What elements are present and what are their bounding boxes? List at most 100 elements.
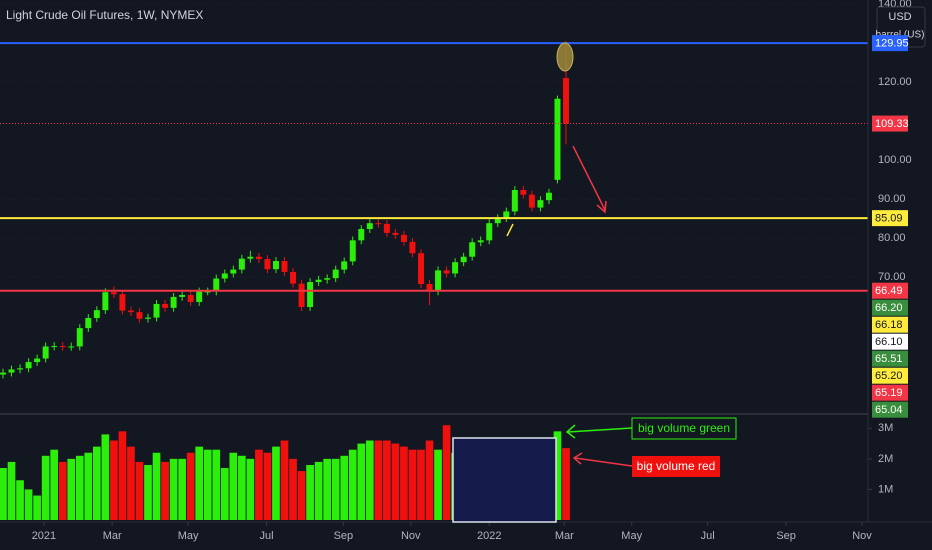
up-stroke — [506, 223, 514, 237]
candle-body — [563, 78, 569, 124]
price-label-bg — [872, 367, 908, 384]
volume-bar — [152, 452, 161, 520]
x-tick-label: Mar — [555, 530, 574, 542]
volume-bar — [186, 452, 195, 520]
volume-bar — [33, 495, 41, 520]
candle-body — [68, 346, 75, 348]
volume-bar — [24, 489, 33, 520]
candle-body — [290, 271, 297, 284]
x-tick-label: Sep — [334, 530, 354, 542]
down-arrow-head — [596, 200, 607, 214]
candle-body — [324, 278, 331, 280]
price-label-bg — [872, 210, 908, 227]
green-arrow-head — [565, 424, 576, 439]
volume-bar — [408, 449, 417, 520]
volume-bar — [374, 440, 383, 520]
y-tick-label: 120.00 — [878, 76, 912, 88]
candle-body — [264, 259, 271, 270]
price-label-bg — [872, 350, 908, 367]
y-tick-label: 80.00 — [878, 232, 906, 244]
volume-bar — [67, 458, 76, 520]
candle-body — [102, 292, 109, 311]
x-tick-label: Jul — [701, 530, 715, 542]
volume-bar — [417, 449, 425, 520]
candle-body — [486, 223, 493, 241]
plot — [0, 40, 868, 520]
candle-body — [554, 98, 561, 180]
red-arrow — [574, 457, 633, 467]
candle-body — [76, 328, 83, 347]
volume-bar — [297, 471, 306, 520]
candle-body — [358, 229, 365, 241]
red-arrow-head — [572, 452, 583, 465]
candle-body — [494, 218, 501, 224]
volume-bar — [391, 443, 400, 520]
volume-bar — [425, 440, 434, 520]
volume-bar — [255, 449, 263, 520]
volume-bar — [0, 468, 7, 520]
volume-bar — [92, 446, 101, 520]
candle-body — [520, 190, 527, 195]
candle-body — [477, 240, 484, 243]
candle-body — [179, 294, 186, 297]
candle-body — [93, 310, 100, 318]
candle-body — [392, 232, 399, 235]
volume-bar — [118, 431, 127, 520]
volume-bar — [434, 449, 442, 520]
candle-body — [204, 291, 211, 293]
candle-body — [145, 317, 151, 319]
price-label: 66.18 — [875, 319, 903, 331]
candle-body — [247, 256, 254, 259]
volume-bar — [400, 446, 408, 520]
annotation: big volume red — [637, 459, 716, 473]
volume-bar — [348, 449, 357, 520]
down-arrow — [572, 145, 606, 211]
candle-body — [0, 372, 6, 375]
candle-body — [230, 269, 237, 274]
y-tick-label: 90.00 — [878, 193, 906, 205]
candle-body — [349, 240, 356, 262]
candle-body — [460, 256, 467, 263]
candle-body — [153, 303, 160, 318]
currency: USD — [888, 11, 911, 23]
candle-body — [400, 234, 407, 242]
volume-bar — [127, 446, 135, 520]
candle-body — [418, 253, 424, 285]
volume-tick-label: 2M — [878, 453, 893, 465]
volume-bar — [135, 461, 144, 520]
x-tick-label: May — [621, 530, 642, 542]
volume-tick-label: 1M — [878, 483, 893, 495]
candle-body — [281, 261, 288, 272]
volume-bar — [314, 461, 323, 520]
price-label-bg — [872, 115, 908, 132]
grid: 70.00 80.00 90.00 100.00 120.00 140.00 1M 2M 3M 2… — [0, 0, 912, 542]
candle-body — [511, 190, 518, 212]
chart-title: Light Crude Oil Futures, 1W, NYMEX — [6, 8, 203, 22]
x-tick-label: Nov — [852, 530, 872, 542]
volume-bar — [246, 458, 255, 520]
volume-bar — [75, 455, 84, 520]
candle-body — [85, 317, 92, 329]
volume-bar — [442, 425, 451, 520]
candle-body — [452, 262, 459, 274]
price-label: 65.19 — [875, 387, 903, 399]
candle-body — [119, 294, 126, 311]
candle-body — [307, 282, 314, 308]
candle-body — [170, 296, 177, 308]
price-label: 129.95 — [875, 38, 909, 50]
x-tick-label: Jul — [260, 530, 274, 542]
volume-bar — [383, 440, 391, 520]
volume-bar — [562, 448, 570, 520]
candle-body — [238, 258, 245, 270]
volume-bar — [110, 440, 118, 520]
candle-body — [25, 362, 32, 369]
price-label-bg — [872, 316, 908, 333]
candle-body — [435, 270, 442, 292]
candle-body — [17, 368, 24, 370]
price-label: 109.33 — [875, 118, 909, 130]
x-tick-label: Sep — [776, 530, 796, 542]
x-tick-label: May — [178, 530, 199, 542]
volume-bar — [263, 452, 272, 520]
volume-bar — [340, 455, 349, 520]
